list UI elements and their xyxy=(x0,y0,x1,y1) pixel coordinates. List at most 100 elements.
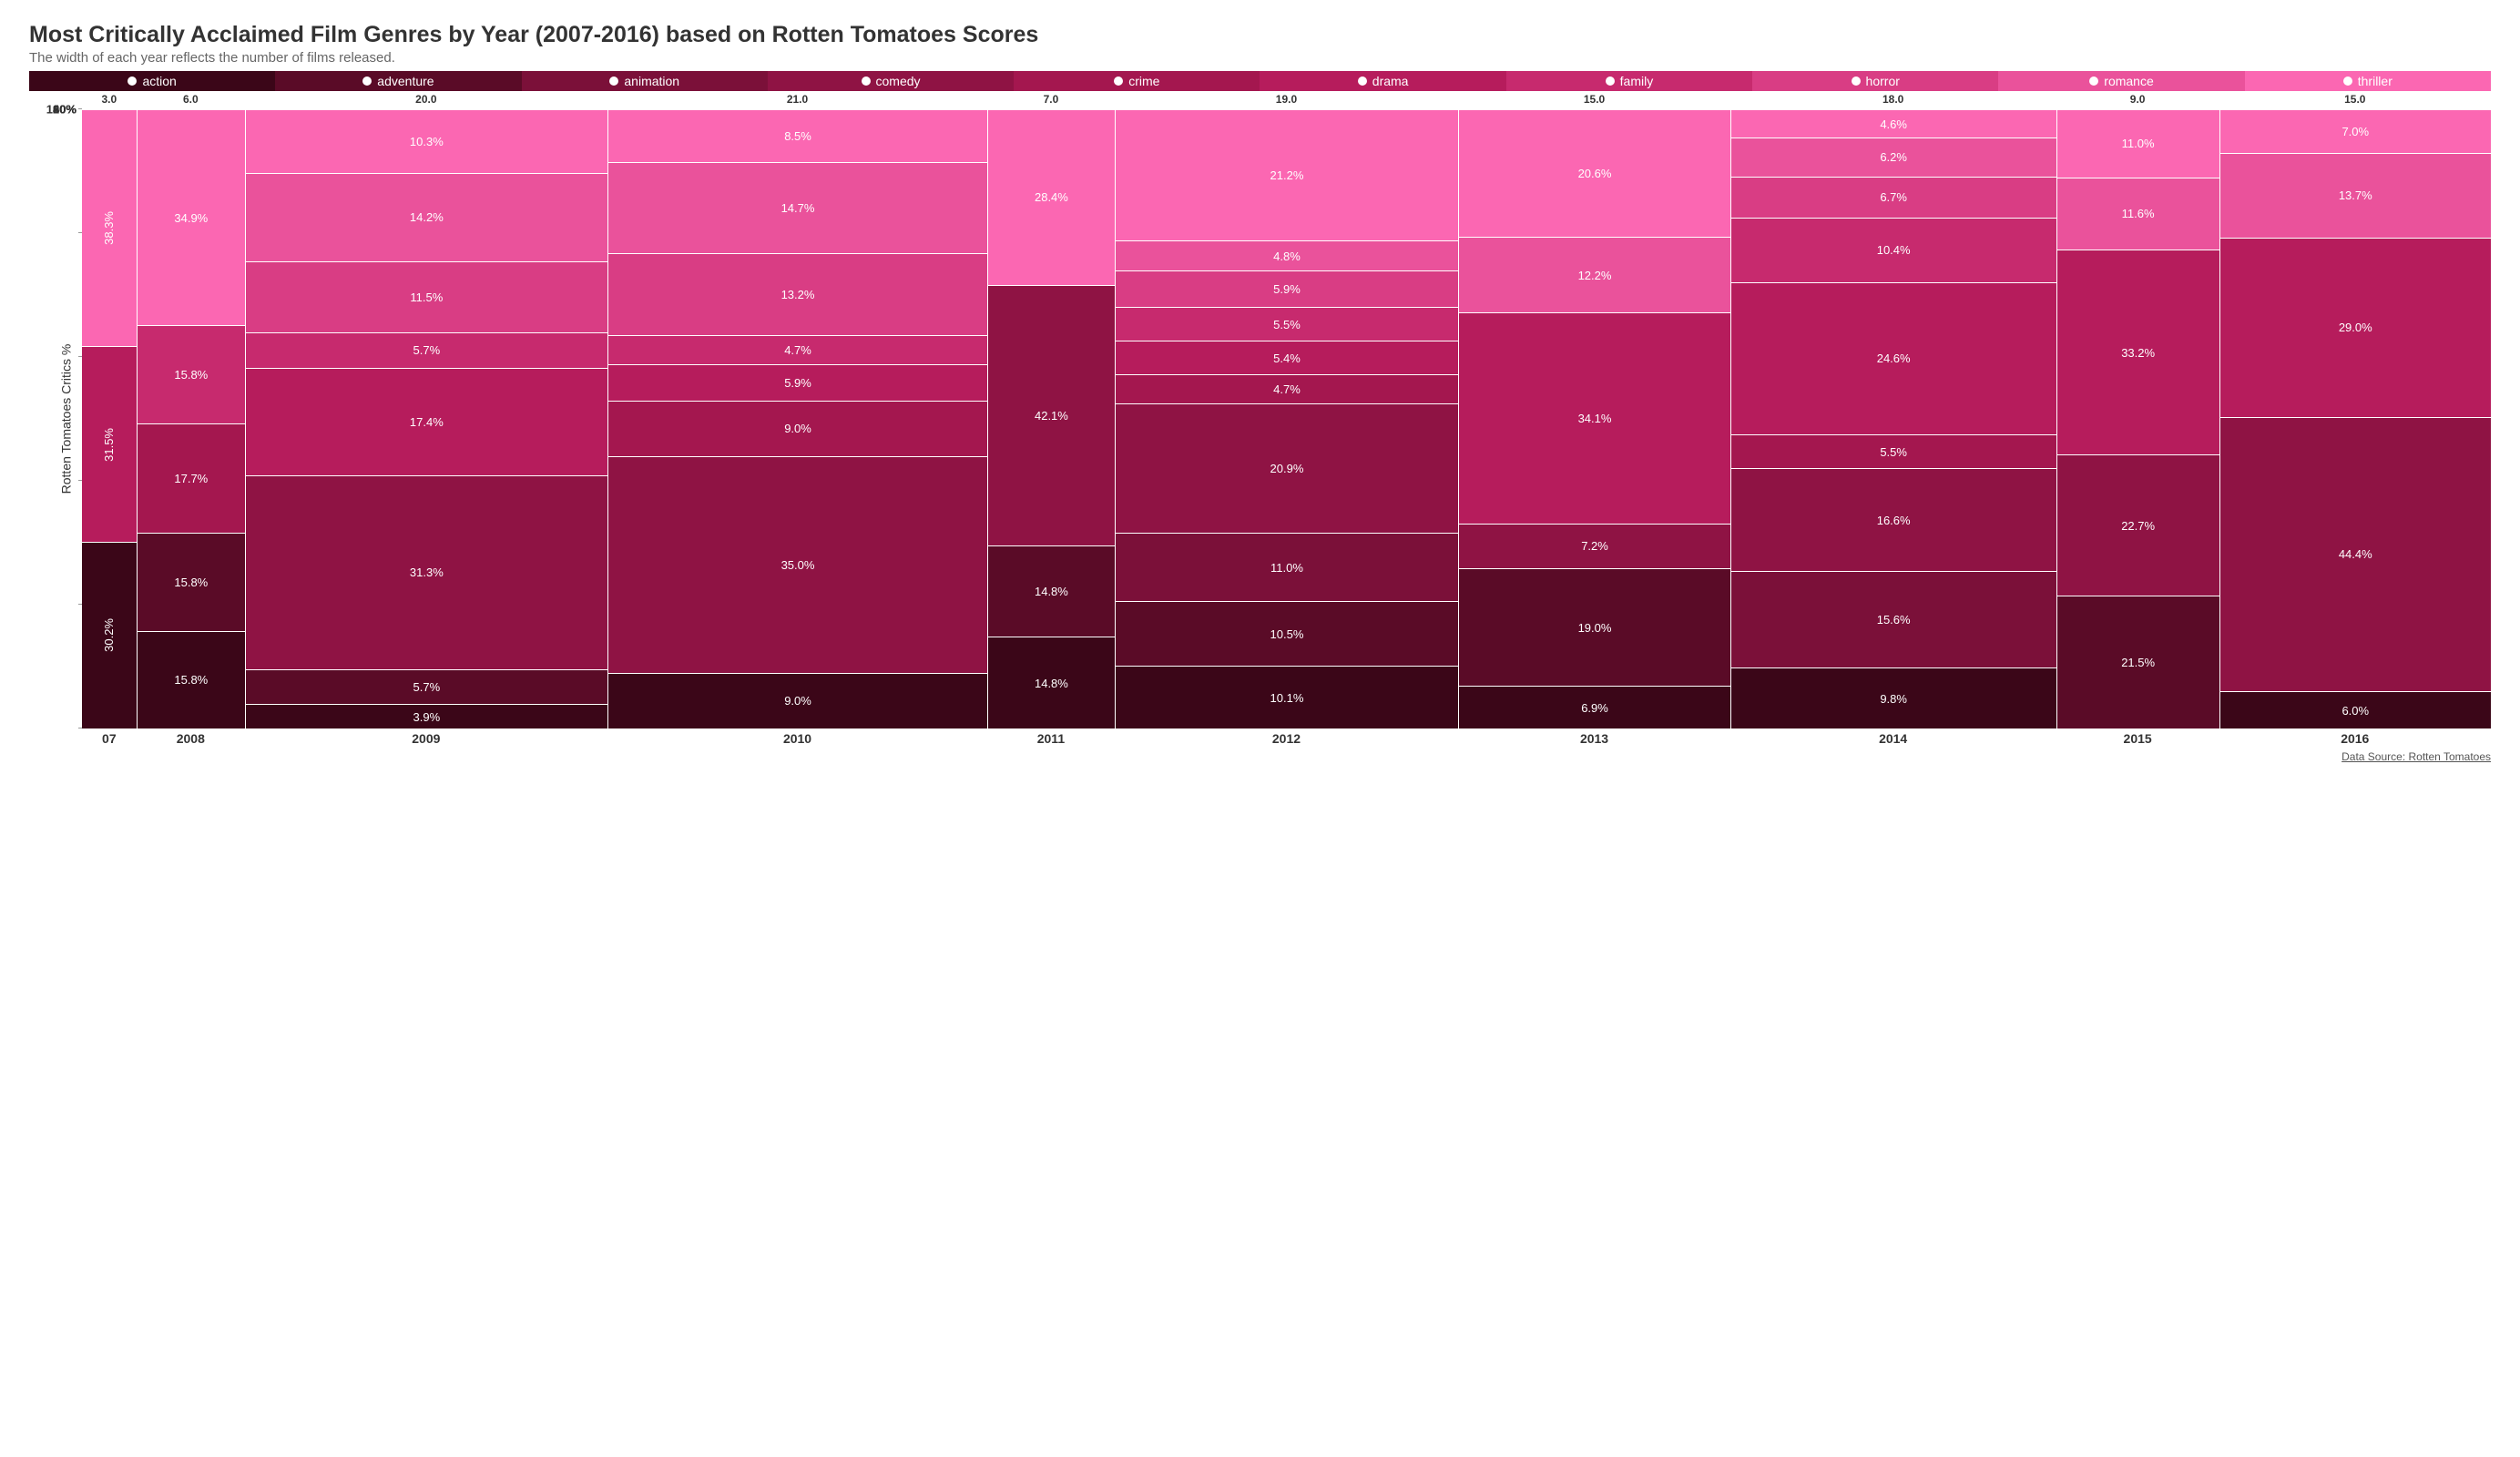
segment-value: 28.4% xyxy=(1035,190,1068,204)
legend-item-horror[interactable]: horror xyxy=(1752,71,1998,91)
segment-value: 12.2% xyxy=(1578,269,1612,282)
segment-thriller[interactable]: 4.6% xyxy=(1731,109,2056,138)
segment-thriller[interactable]: 11.0% xyxy=(2057,109,2219,178)
segment-value: 10.4% xyxy=(1877,243,1911,257)
segment-family[interactable]: 4.7% xyxy=(608,335,988,364)
legend-label: family xyxy=(1620,74,1654,88)
segment-family[interactable]: 10.4% xyxy=(1731,218,2056,282)
legend-dot-icon xyxy=(862,76,871,86)
segment-comedy[interactable]: 7.2% xyxy=(1459,524,1729,568)
segment-comedy[interactable]: 31.3% xyxy=(246,475,607,669)
segment-value: 21.2% xyxy=(1270,168,1304,182)
segment-drama[interactable]: 5.4% xyxy=(1116,341,1459,374)
segment-comedy[interactable]: 16.6% xyxy=(1731,468,2056,571)
segment-comedy[interactable]: 44.4% xyxy=(2220,417,2491,692)
segment-value: 10.1% xyxy=(1270,691,1304,705)
segment-value: 5.9% xyxy=(784,376,811,390)
segment-horror[interactable]: 11.5% xyxy=(246,261,607,332)
legend-item-drama[interactable]: drama xyxy=(1260,71,1505,91)
segment-romance[interactable]: 12.2% xyxy=(1459,237,1729,312)
year-column-2015: 21.5%22.7%33.2%11.6%11.0% xyxy=(2056,109,2219,728)
legend-item-action[interactable]: action xyxy=(29,71,275,91)
segment-crime[interactable]: 4.7% xyxy=(1116,374,1459,403)
segment-romance[interactable]: 14.7% xyxy=(608,162,988,253)
segment-value: 10.3% xyxy=(410,135,444,148)
segment-romance[interactable]: 4.8% xyxy=(1116,240,1459,270)
segment-value: 20.9% xyxy=(1270,462,1304,475)
legend-item-adventure[interactable]: adventure xyxy=(275,71,521,91)
legend-item-family[interactable]: family xyxy=(1506,71,1752,91)
segment-value: 14.2% xyxy=(410,210,444,224)
segment-adventure[interactable]: 10.5% xyxy=(1116,601,1459,666)
segment-thriller[interactable]: 38.3% xyxy=(82,109,137,346)
x-axis-label: 2008 xyxy=(137,728,245,749)
legend-dot-icon xyxy=(1852,76,1861,86)
segment-action[interactable]: 6.0% xyxy=(2220,691,2491,728)
segment-crime[interactable]: 17.7% xyxy=(138,423,245,533)
segment-romance[interactable]: 13.7% xyxy=(2220,153,2491,238)
segment-adventure[interactable]: 19.0% xyxy=(1459,568,1729,686)
column-counts-row: 3.06.020.021.07.019.015.018.09.015.0 xyxy=(82,93,2491,109)
segment-action[interactable]: 10.1% xyxy=(1116,666,1459,728)
segment-comedy[interactable]: 35.0% xyxy=(608,456,988,673)
segment-value: 17.7% xyxy=(174,472,208,485)
segment-drama[interactable]: 5.9% xyxy=(608,364,988,401)
legend-label: animation xyxy=(624,74,679,88)
segment-adventure[interactable]: 21.5% xyxy=(2057,596,2219,728)
segment-drama[interactable]: 33.2% xyxy=(2057,250,2219,455)
segment-drama[interactable]: 34.1% xyxy=(1459,312,1729,524)
segment-drama[interactable]: 31.5% xyxy=(82,346,137,541)
segment-animation[interactable]: 15.6% xyxy=(1731,571,2056,667)
legend-dot-icon xyxy=(362,76,372,86)
segment-value: 14.7% xyxy=(781,201,815,215)
segment-action[interactable]: 14.8% xyxy=(988,637,1114,728)
legend-dot-icon xyxy=(609,76,618,86)
segment-thriller[interactable]: 20.6% xyxy=(1459,109,1729,237)
segment-horror[interactable]: 5.9% xyxy=(1116,270,1459,307)
legend-item-thriller[interactable]: thriller xyxy=(2245,71,2491,91)
segment-thriller[interactable]: 10.3% xyxy=(246,109,607,173)
segment-adventure[interactable]: 5.7% xyxy=(246,669,607,705)
segment-action[interactable]: 9.8% xyxy=(1731,667,2056,728)
segment-action[interactable]: 6.9% xyxy=(1459,686,1729,728)
segment-horror[interactable]: 13.2% xyxy=(608,253,988,335)
segment-value: 4.8% xyxy=(1273,250,1301,263)
x-axis: 07200820092010201120122013201420152016 xyxy=(82,728,2491,749)
segment-action[interactable]: 30.2% xyxy=(82,542,137,728)
segment-animation[interactable]: 11.0% xyxy=(1116,533,1459,601)
legend-item-animation[interactable]: animation xyxy=(522,71,768,91)
segment-action[interactable]: 9.0% xyxy=(608,673,988,728)
legend-item-comedy[interactable]: comedy xyxy=(768,71,1014,91)
segment-thriller[interactable]: 7.0% xyxy=(2220,109,2491,153)
segment-family[interactable]: 5.7% xyxy=(246,332,607,368)
segment-romance[interactable]: 11.6% xyxy=(2057,178,2219,250)
segment-value: 9.8% xyxy=(1880,692,1907,706)
segment-crime[interactable]: 9.0% xyxy=(608,401,988,456)
segment-family[interactable]: 5.5% xyxy=(1116,307,1459,341)
segment-thriller[interactable]: 21.2% xyxy=(1116,109,1459,240)
segment-romance[interactable]: 6.2% xyxy=(1731,138,2056,176)
segment-value: 15.8% xyxy=(174,576,208,589)
segment-drama[interactable]: 29.0% xyxy=(2220,238,2491,417)
legend-item-romance[interactable]: romance xyxy=(1998,71,2244,91)
segment-adventure[interactable]: 14.8% xyxy=(988,545,1114,637)
segment-action[interactable]: 3.9% xyxy=(246,704,607,728)
segment-thriller[interactable]: 28.4% xyxy=(988,109,1114,285)
x-axis-label: 2015 xyxy=(2056,728,2219,749)
segment-drama[interactable]: 17.4% xyxy=(246,368,607,475)
segment-thriller[interactable]: 34.9% xyxy=(138,109,245,325)
segment-romance[interactable]: 14.2% xyxy=(246,173,607,261)
segment-comedy[interactable]: 42.1% xyxy=(988,285,1114,545)
segment-crime[interactable]: 5.5% xyxy=(1731,434,2056,468)
segment-action[interactable]: 15.8% xyxy=(138,631,245,728)
segment-drama[interactable]: 24.6% xyxy=(1731,282,2056,434)
segment-value: 14.8% xyxy=(1035,585,1068,598)
legend-item-crime[interactable]: crime xyxy=(1014,71,1260,91)
segment-horror[interactable]: 6.7% xyxy=(1731,177,2056,219)
segment-comedy[interactable]: 20.9% xyxy=(1116,403,1459,533)
segment-adventure[interactable]: 15.8% xyxy=(138,533,245,630)
segment-family[interactable]: 15.8% xyxy=(138,325,245,423)
y-axis-title: Rotten Tomatoes Critics % xyxy=(58,344,73,494)
segment-comedy[interactable]: 22.7% xyxy=(2057,454,2219,595)
segment-thriller[interactable]: 8.5% xyxy=(608,109,988,162)
